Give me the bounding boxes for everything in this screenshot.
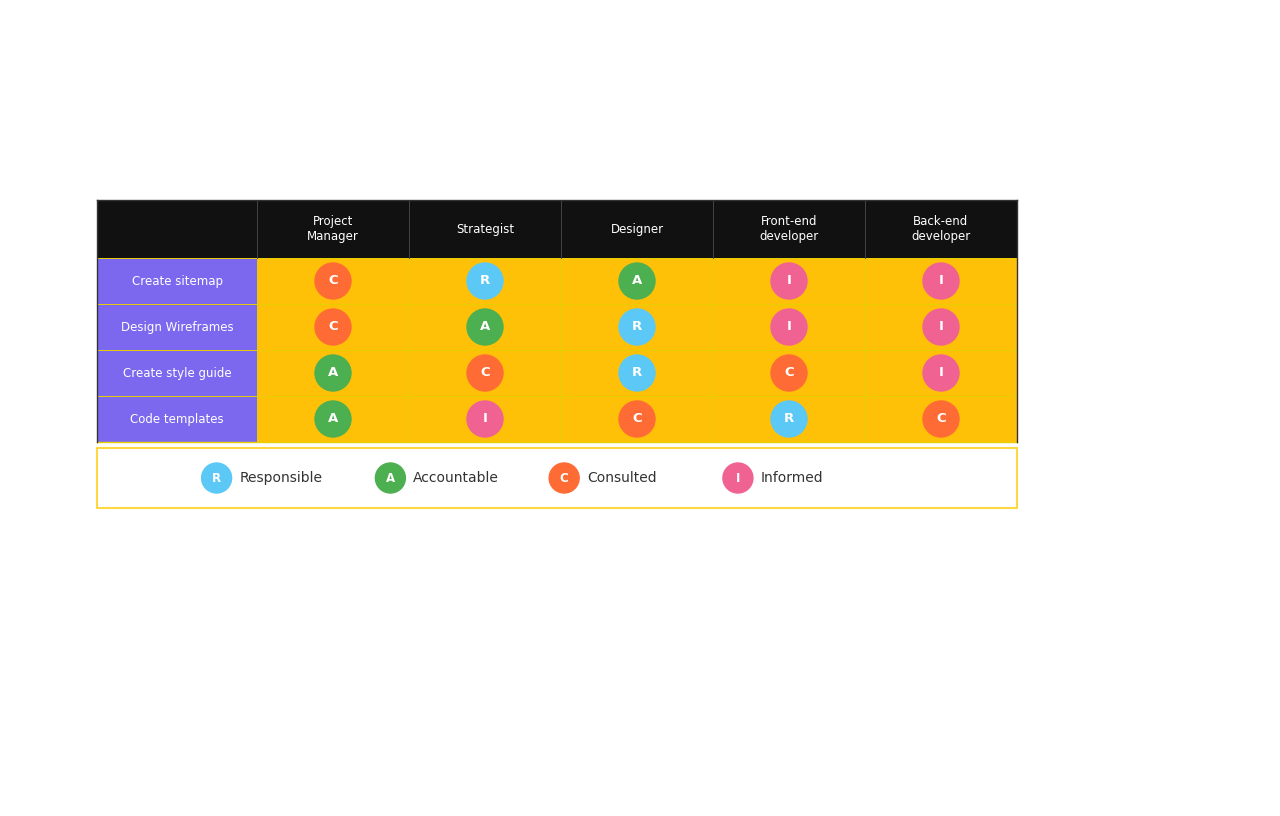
Circle shape	[375, 463, 406, 493]
Text: Front-end
developer: Front-end developer	[759, 215, 819, 243]
Bar	[865, 350, 1018, 396]
Text: R: R	[632, 321, 643, 334]
Bar	[257, 258, 410, 304]
Text: Consulted: Consulted	[588, 471, 657, 485]
Circle shape	[620, 401, 655, 437]
Bar	[561, 396, 713, 442]
Bar	[561, 350, 713, 396]
Bar	[865, 304, 1018, 350]
Text: I: I	[938, 321, 943, 334]
Text: R: R	[632, 366, 643, 379]
Bar	[97, 258, 257, 304]
Circle shape	[771, 263, 806, 299]
Text: A: A	[328, 413, 338, 425]
Text: I: I	[938, 366, 943, 379]
Circle shape	[923, 355, 959, 391]
Circle shape	[315, 401, 351, 437]
Bar	[410, 258, 561, 304]
Text: R: R	[212, 472, 221, 485]
Circle shape	[620, 355, 655, 391]
Text: C: C	[785, 366, 794, 379]
Circle shape	[467, 263, 503, 299]
Text: A: A	[480, 321, 490, 334]
Text: C: C	[936, 413, 946, 425]
Text: Code templates: Code templates	[131, 413, 224, 425]
Bar	[561, 258, 713, 304]
Circle shape	[620, 309, 655, 345]
Text: R: R	[480, 274, 490, 287]
Bar	[97, 448, 1018, 508]
Text: Create sitemap: Create sitemap	[132, 274, 223, 287]
Text: Responsible: Responsible	[239, 471, 323, 485]
Circle shape	[467, 401, 503, 437]
Text: I: I	[787, 274, 791, 287]
Text: I: I	[787, 321, 791, 334]
Bar	[257, 396, 410, 442]
Text: A: A	[632, 274, 643, 287]
Circle shape	[723, 463, 753, 493]
Text: A: A	[385, 472, 396, 485]
Text: Back-end
developer: Back-end developer	[911, 215, 970, 243]
Text: Strategist: Strategist	[456, 223, 515, 236]
Text: Design Wireframes: Design Wireframes	[120, 321, 233, 334]
Circle shape	[923, 263, 959, 299]
Text: Informed: Informed	[760, 471, 823, 485]
Text: C: C	[632, 413, 641, 425]
Bar	[257, 304, 410, 350]
Bar	[410, 396, 561, 442]
Text: I: I	[736, 472, 740, 485]
Bar	[97, 304, 257, 350]
Bar	[97, 200, 1018, 258]
Bar	[410, 304, 561, 350]
Bar	[257, 350, 410, 396]
Circle shape	[202, 463, 232, 493]
Text: C: C	[559, 472, 568, 485]
Circle shape	[315, 263, 351, 299]
Bar	[713, 258, 865, 304]
Text: C: C	[480, 366, 490, 379]
Circle shape	[549, 463, 579, 493]
Circle shape	[771, 401, 806, 437]
Bar	[561, 304, 713, 350]
Circle shape	[315, 355, 351, 391]
Text: Designer: Designer	[611, 223, 663, 236]
Text: Project
Manager: Project Manager	[307, 215, 358, 243]
Circle shape	[771, 355, 806, 391]
Bar	[410, 350, 561, 396]
Circle shape	[620, 263, 655, 299]
Circle shape	[771, 309, 806, 345]
Bar	[713, 350, 865, 396]
Text: Create style guide: Create style guide	[123, 366, 232, 379]
Circle shape	[923, 401, 959, 437]
Bar	[97, 396, 257, 442]
Text: Accountable: Accountable	[413, 471, 499, 485]
Text: R: R	[783, 413, 794, 425]
Bar	[713, 396, 865, 442]
Bar	[97, 350, 257, 396]
Circle shape	[467, 309, 503, 345]
Bar	[865, 396, 1018, 442]
Text: I: I	[938, 274, 943, 287]
Circle shape	[467, 355, 503, 391]
Text: C: C	[328, 274, 338, 287]
Circle shape	[923, 309, 959, 345]
Text: I: I	[483, 413, 488, 425]
Text: C: C	[328, 321, 338, 334]
Bar	[865, 258, 1018, 304]
Text: A: A	[328, 366, 338, 379]
Circle shape	[315, 309, 351, 345]
Bar	[713, 304, 865, 350]
